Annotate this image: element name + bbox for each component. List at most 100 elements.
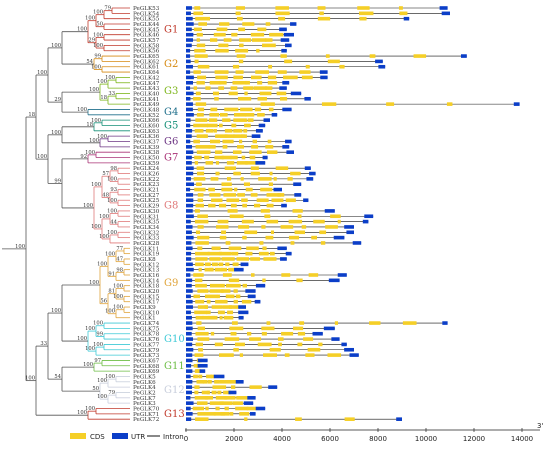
gene-structure — [186, 22, 297, 26]
cds-block — [280, 54, 287, 58]
cds-block — [193, 177, 206, 181]
utr-block — [186, 412, 193, 416]
utr-block — [281, 48, 287, 53]
cds-block — [193, 273, 204, 277]
cds-block — [219, 353, 234, 357]
cds-block — [251, 145, 259, 149]
cds-block — [216, 27, 228, 32]
utr-block — [349, 353, 359, 357]
cds-block — [250, 171, 260, 176]
group-label-g10: G10 — [164, 334, 185, 345]
bootstrap-value: 100 — [97, 261, 107, 267]
utr-block — [186, 123, 191, 128]
cds-block — [217, 310, 225, 315]
utr-block — [186, 417, 192, 421]
cds-block — [207, 315, 216, 320]
gene-label: PeGLK79 — [133, 348, 160, 354]
cds-block — [250, 166, 259, 170]
cds-block — [197, 289, 209, 293]
cds-block — [262, 43, 276, 48]
cds-block — [237, 193, 245, 197]
utr-block — [439, 6, 448, 10]
utr-block — [312, 331, 323, 336]
utr-block — [268, 385, 278, 389]
cds-block — [256, 198, 269, 203]
utr-block — [197, 363, 208, 368]
cds-block — [224, 396, 236, 400]
cds-block — [229, 326, 244, 331]
cds-block — [205, 406, 209, 411]
gene-structure — [186, 16, 410, 21]
cds-block — [266, 193, 281, 197]
cds-block — [244, 91, 248, 96]
gene-structure — [186, 64, 386, 69]
cds-block — [369, 321, 381, 325]
gene-structure — [186, 38, 290, 42]
cds-block — [215, 396, 228, 400]
utr-block — [304, 166, 311, 170]
cds-block — [219, 22, 230, 26]
group-labels: G1 G2 G3 G4 G5 G6 G7 G8 G9 G10 G11 G12 G13 — [164, 24, 185, 419]
cds-block — [249, 385, 262, 389]
utr-block — [290, 22, 297, 26]
cds-block — [229, 214, 244, 219]
cds-block — [369, 54, 376, 58]
gene-structure — [186, 283, 266, 288]
cds-block — [290, 171, 301, 176]
bootstrap-value: 56 — [100, 299, 107, 305]
gene-structure — [186, 182, 302, 187]
gene-label: PeGLK5 — [133, 374, 156, 380]
gene-label: PeGLK20 — [133, 289, 160, 295]
cds-block — [269, 251, 275, 256]
cds-block — [204, 262, 211, 267]
cds-block — [236, 161, 248, 165]
gene-label: PeGLK63 — [133, 129, 160, 135]
gene-label: PeGLK16 — [133, 273, 160, 279]
cds-block — [235, 48, 249, 53]
cds-block — [271, 198, 284, 203]
bootstrap-value: 100 — [105, 75, 115, 81]
cds-block — [224, 134, 235, 138]
cds-block — [205, 129, 214, 133]
gene-label: PeGLK50 — [133, 156, 160, 162]
gene-structure — [186, 171, 316, 176]
cds-block — [239, 43, 244, 48]
cds-block — [206, 299, 211, 304]
cds-block — [209, 80, 222, 85]
cds-block — [245, 80, 250, 85]
cds-block — [211, 305, 223, 309]
cds-block — [232, 64, 240, 69]
gene-structure — [186, 91, 302, 96]
bootstrap-value: 100 — [93, 32, 103, 38]
cds-block — [446, 102, 453, 106]
cds-block — [215, 299, 226, 304]
group-label-g7: G7 — [164, 153, 178, 164]
cds-block — [197, 412, 206, 416]
gene-structure — [186, 235, 345, 240]
cds-block — [231, 321, 238, 325]
cds-block — [244, 123, 251, 128]
cds-block — [197, 198, 204, 203]
bootstrap-value: 100 — [99, 214, 109, 220]
utr-block — [271, 113, 278, 117]
gene-label: PeGLK65 — [133, 54, 160, 60]
utr-block — [186, 363, 192, 368]
cds-block — [296, 278, 303, 283]
group-label-g11: G11 — [164, 361, 185, 372]
utr-block — [186, 396, 191, 400]
bootstrap-value: 100 — [83, 203, 93, 209]
cds-block — [277, 337, 284, 341]
axis-end-label: 3' — [537, 422, 543, 430]
cds-block — [203, 134, 207, 138]
cds-block — [211, 390, 217, 395]
gene-label: PeGLK34 — [133, 225, 160, 231]
cds-block — [215, 161, 220, 165]
cds-block — [217, 219, 229, 224]
cds-block — [258, 177, 272, 181]
cds-block — [197, 305, 209, 309]
bootstrap-value: 100 — [107, 177, 117, 183]
utr-block — [238, 315, 244, 320]
utr-block — [186, 16, 193, 21]
cds-block — [228, 278, 240, 283]
cds-block — [214, 96, 219, 101]
